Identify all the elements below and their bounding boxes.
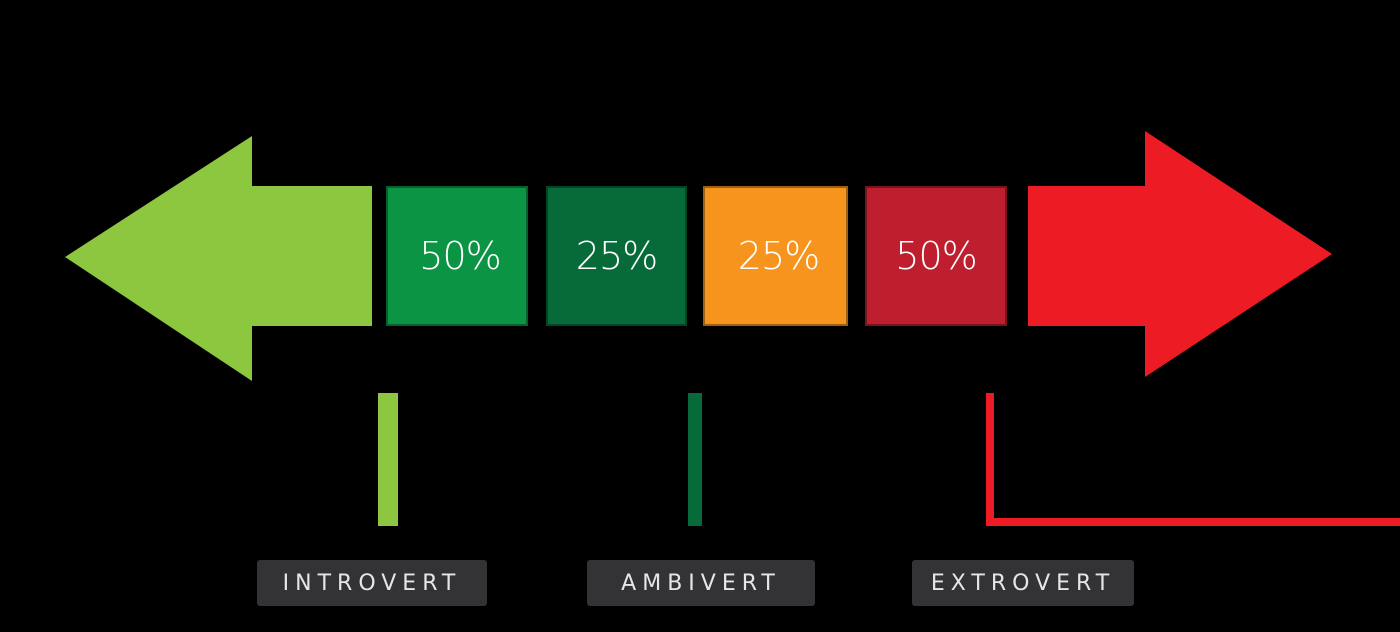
extrovert-label-text: EXTROVERT — [930, 570, 1116, 596]
ambivert-label-text: AMBIVERT — [621, 570, 781, 596]
extrovert-arrow — [1028, 131, 1332, 377]
introvert-label: INTROVERT — [257, 560, 487, 606]
introvert-tick — [378, 393, 398, 526]
ambivert-25-right-box: 25% — [703, 186, 848, 326]
introvert-50-value: 50% — [419, 234, 501, 278]
ambivert-25-left-box: 25% — [546, 186, 687, 326]
ambivert-25-left-value: 25% — [575, 234, 658, 278]
ambivert-label: AMBIVERT — [587, 560, 815, 606]
introvert-label-text: INTROVERT — [282, 570, 462, 596]
introvert-50-box: 50% — [386, 186, 528, 326]
extrovert-label: EXTROVERT — [912, 560, 1134, 606]
ambivert-25-right-value: 25% — [737, 234, 820, 278]
extrovert-50-box: 50% — [865, 186, 1007, 326]
ambivert-tick — [688, 393, 702, 526]
extrovert-50-value: 50% — [895, 234, 977, 278]
introvert-arrow — [65, 136, 372, 381]
